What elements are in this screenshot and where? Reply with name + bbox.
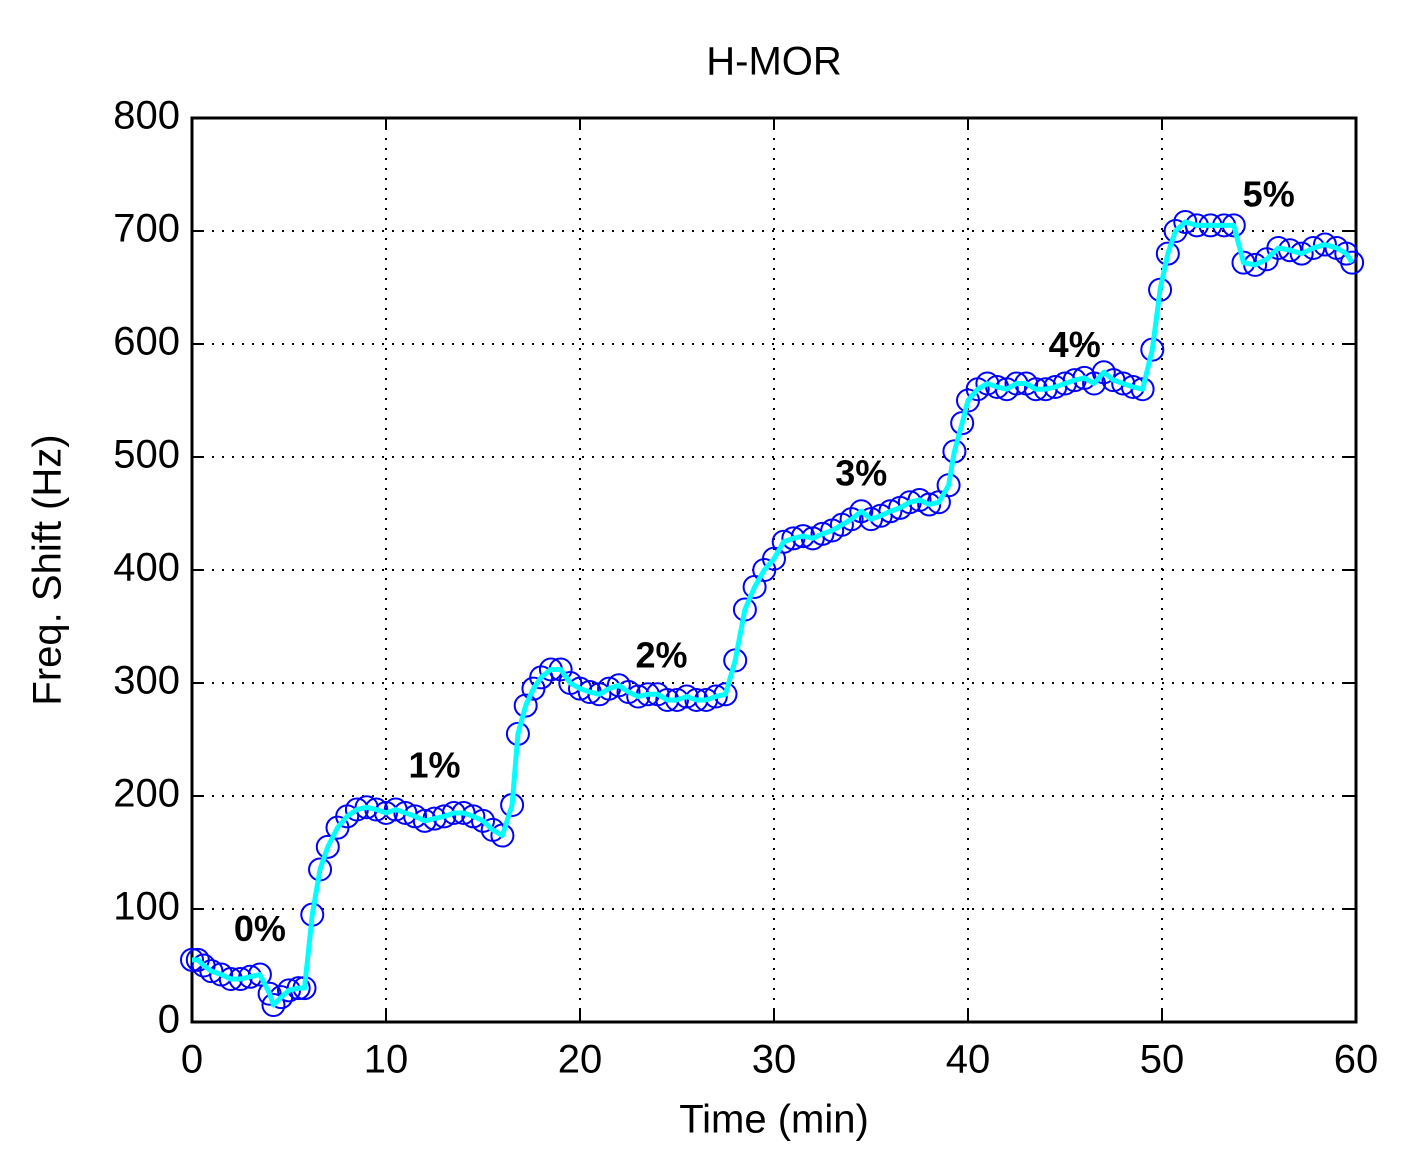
marker: [490, 823, 515, 848]
marker: [1312, 232, 1337, 257]
marker: [917, 492, 942, 517]
y-tick-label: 100: [113, 885, 180, 929]
marker: [180, 947, 204, 972]
x-tick-label: 50: [1140, 1038, 1185, 1082]
marker: [1340, 250, 1365, 275]
marker: [674, 684, 699, 709]
marker: [1130, 377, 1155, 402]
x-tick-label: 20: [558, 1038, 603, 1082]
y-tick-label: 300: [113, 659, 180, 703]
x-tick-label: 10: [364, 1038, 409, 1082]
marker: [261, 993, 286, 1018]
marker: [1289, 241, 1314, 266]
marker: [374, 800, 398, 825]
data-line: [192, 219, 1355, 1008]
marker: [713, 682, 738, 707]
marker: [257, 981, 282, 1006]
marker: [286, 976, 311, 1001]
marker: [1301, 235, 1326, 260]
marker: [315, 834, 340, 859]
annotation: 4%: [1049, 324, 1101, 365]
plot-frame: [190, 116, 1358, 1024]
chart-title: H-MOR: [706, 40, 842, 84]
x-tick-label: 60: [1334, 1038, 1379, 1082]
x-tick-label: 0: [181, 1038, 203, 1082]
y-axis-label: Freq. Shift (Hz): [26, 434, 70, 705]
annotation: 5%: [1243, 174, 1295, 215]
marker: [810, 521, 835, 546]
y-tick-label: 200: [113, 772, 180, 816]
x-tick-label: 40: [946, 1038, 991, 1082]
marker: [1173, 209, 1198, 234]
y-tick-label: 0: [158, 998, 180, 1042]
annotation: 1%: [408, 744, 460, 785]
annotation: 0%: [234, 908, 286, 949]
marker: [950, 411, 975, 436]
x-tick-label: 30: [752, 1038, 797, 1082]
y-tick-label: 700: [113, 207, 180, 251]
marker: [703, 684, 728, 709]
y-tick-label: 500: [113, 433, 180, 477]
y-tick-label: 800: [113, 94, 180, 138]
y-tick-label: 600: [113, 320, 180, 364]
annotation: 3%: [835, 453, 887, 494]
marker: [513, 693, 538, 718]
marker: [471, 808, 495, 833]
annotation: 2%: [635, 635, 687, 676]
y-tick-label: 400: [113, 546, 180, 590]
x-axis-label: Time (min): [679, 1098, 869, 1142]
marker: [878, 499, 903, 524]
